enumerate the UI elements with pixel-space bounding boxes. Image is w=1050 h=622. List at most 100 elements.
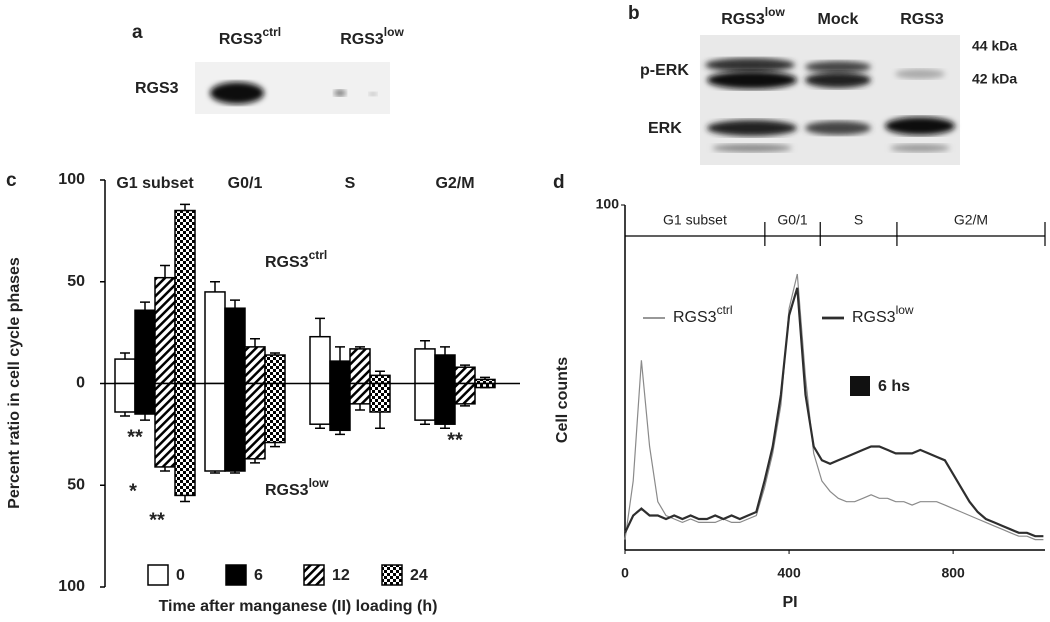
column-label: Mock: [818, 11, 859, 28]
band: [712, 144, 792, 152]
error-bar: [250, 458, 260, 464]
size-label: 42 kDa: [972, 71, 1017, 87]
panel-letter: a: [132, 22, 143, 43]
bar: [329, 360, 351, 385]
label-base: RGS3: [721, 11, 765, 28]
note: 6 hs: [878, 378, 910, 395]
error-bar: [210, 471, 220, 474]
band: [210, 82, 264, 104]
error-bar: [315, 317, 325, 337]
y-tick-label: 100: [596, 196, 620, 212]
gate-label: G0/1: [777, 212, 808, 228]
band: [707, 120, 797, 136]
panel-letter: d: [553, 172, 565, 193]
bar: [114, 358, 136, 385]
category-label: S: [345, 175, 356, 192]
error-bar: [480, 376, 490, 380]
y-axis-label: Percent ratio in cell cycle phases: [6, 257, 23, 509]
category-label: G1 subset: [116, 175, 194, 192]
bar: [244, 346, 266, 385]
annotation: **: [447, 429, 463, 451]
bar: [154, 276, 176, 385]
error-bar: [160, 466, 170, 472]
error-bar: [440, 346, 450, 356]
panel-letter: c: [6, 170, 17, 191]
error-bar: [460, 403, 470, 407]
band: [895, 69, 945, 79]
error-bar: [460, 364, 470, 368]
label-sup: low: [765, 5, 786, 19]
gate-label: G2/M: [954, 212, 988, 228]
y-tick-label: 50: [67, 273, 85, 290]
group-label: RGS3ctrl: [265, 248, 327, 271]
label-base: RGS3: [900, 11, 944, 28]
error-bar: [180, 495, 190, 503]
bar: [154, 382, 176, 468]
bar: [224, 382, 246, 472]
x-tick-label: 800: [941, 565, 965, 581]
legend-swatch: [147, 564, 169, 586]
bar: [309, 335, 331, 385]
error-bar: [315, 424, 325, 430]
bar: [309, 382, 331, 425]
column-label: RGS3ctrl: [219, 25, 281, 48]
error-bar: [140, 414, 150, 421]
legend-label: RGS3low: [852, 303, 914, 326]
y-tick-label: 100: [58, 171, 85, 188]
column-label: RGS3low: [340, 25, 404, 48]
bar: [369, 382, 391, 413]
x-tick-label: 400: [777, 565, 801, 581]
error-bar: [335, 430, 345, 436]
bar: [134, 309, 156, 385]
bar: [114, 382, 136, 413]
error-bar: [120, 352, 130, 360]
label-base: RGS3: [340, 31, 384, 48]
error-bar: [355, 346, 365, 349]
bar: [349, 348, 371, 385]
band: [705, 58, 795, 72]
bar: [174, 209, 196, 385]
label-base: RGS3: [673, 309, 717, 326]
label-base: RGS3: [219, 31, 263, 48]
error-bar: [230, 471, 240, 474]
band: [890, 144, 950, 152]
label-sup: low: [896, 303, 914, 317]
legend-swatch: [303, 564, 325, 586]
column-label: RGS3: [900, 11, 944, 28]
band: [805, 61, 871, 73]
bar: [224, 307, 246, 385]
gate-label: S: [854, 212, 863, 228]
bar: [434, 382, 456, 425]
error-bar: [420, 420, 430, 425]
trace: [624, 273, 1044, 541]
band: [369, 92, 377, 96]
label-base: Mock: [818, 11, 859, 28]
annotation: *: [129, 480, 137, 502]
label-sup: ctrl: [717, 303, 733, 317]
y-axis-label: Cell counts: [554, 357, 571, 443]
error-bar: [335, 346, 345, 362]
gate-label: G1 subset: [663, 212, 727, 228]
label-base: RGS3: [265, 254, 309, 271]
label-base: RGS3: [265, 482, 309, 499]
bar: [134, 382, 156, 415]
band: [707, 71, 797, 89]
annotation: **: [149, 509, 165, 531]
size-label: 44 kDa: [972, 38, 1017, 54]
legend-swatch: [225, 564, 247, 586]
bar: [454, 382, 476, 405]
error-bar: [120, 411, 130, 417]
error-bar: [210, 281, 220, 292]
legend-label: 24: [410, 567, 428, 584]
bar: [369, 374, 391, 385]
bar: [204, 291, 226, 385]
label-sup: low: [309, 476, 330, 490]
row-label: ERK: [648, 120, 682, 137]
bar: [414, 382, 436, 421]
legend-swatch: [381, 564, 403, 586]
bar: [349, 382, 371, 405]
y-tick-label: 0: [76, 375, 85, 392]
bar: [204, 382, 226, 472]
error-bar: [420, 340, 430, 349]
panel-letter: b: [628, 3, 640, 24]
